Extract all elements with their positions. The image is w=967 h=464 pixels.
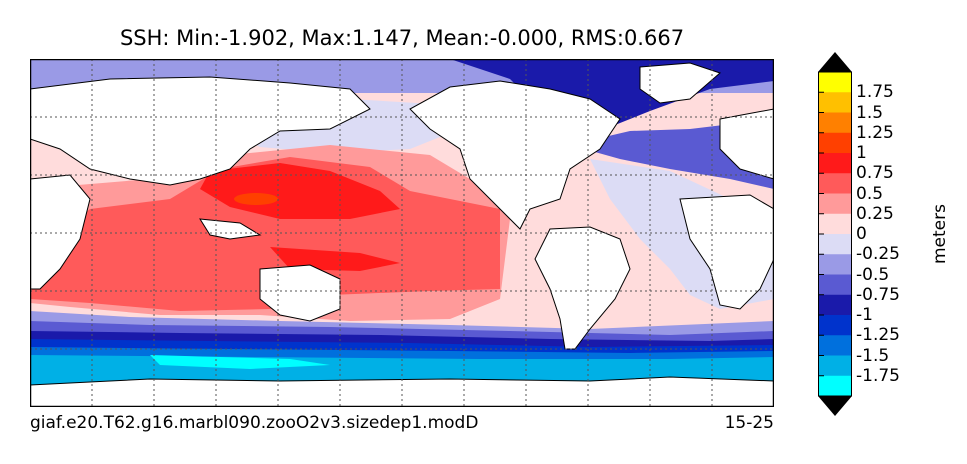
colorbar	[818, 52, 852, 416]
colorbar-top-arrow	[818, 52, 852, 72]
case-name: giaf.e20.T62.g16.marbl090.zooO2v3.sizede…	[30, 413, 479, 433]
colorbar-label: 0	[856, 224, 867, 244]
colorbar-swatch	[818, 335, 852, 356]
colorbar-swatch	[818, 132, 852, 154]
colorbar-label: -1.75	[856, 365, 900, 386]
acc-band-7	[150, 355, 330, 369]
graticule	[30, 59, 774, 407]
map-border	[30, 59, 774, 407]
colorbar-units: meters	[930, 204, 950, 264]
colorbar-swatch	[818, 153, 852, 174]
colorbar-swatch	[818, 173, 852, 194]
colorbar-swatch	[818, 375, 852, 397]
colorbar-swatch	[818, 92, 852, 113]
warm-core-south	[270, 247, 400, 271]
colorbar-label: -1.25	[856, 325, 900, 346]
warm-core-region	[200, 163, 400, 219]
colorbar-label: 1	[856, 143, 867, 163]
colorbar-label: -1	[856, 305, 873, 325]
colorbar-label: 0.25	[856, 203, 894, 224]
colorbar-swatch	[818, 274, 852, 296]
africa	[679, 194, 774, 310]
colorbar-label: 0.5	[856, 183, 884, 204]
colorbar-label: -0.25	[856, 244, 900, 265]
colorbar-swatch	[818, 112, 852, 134]
colorbar-swatch	[818, 193, 852, 215]
north-america	[409, 80, 621, 230]
colorbar-swatches	[818, 72, 852, 397]
colorbar-swatch	[818, 72, 852, 93]
greenland	[639, 62, 721, 104]
hot-spot	[234, 193, 278, 205]
colorbar-label: 1.5	[856, 102, 884, 123]
colorbar-swatch	[818, 294, 852, 316]
colorbar-swatch	[818, 254, 852, 275]
antarctica	[30, 376, 774, 407]
colorbar-swatch	[818, 234, 852, 255]
colorbar-swatch	[818, 355, 852, 377]
maritime-continent	[199, 218, 262, 240]
colorbar-bottom-arrow	[818, 396, 852, 416]
colorbar-swatch	[818, 213, 852, 235]
australia	[259, 264, 341, 322]
colorbar-label: -0.5	[856, 264, 890, 285]
map-title: SSH: Min:-1.902, Max:1.147, Mean:-0.000,…	[119, 26, 685, 50]
south-america	[534, 226, 631, 350]
colorbar-label: 0.75	[856, 163, 894, 184]
eurasia	[30, 76, 371, 186]
colorbar-label: 1.75	[856, 82, 894, 103]
colorbar-label: -0.75	[856, 284, 900, 305]
colorbar-label: 1.25	[856, 122, 894, 143]
ssh-map	[30, 59, 774, 407]
europe-east	[719, 108, 774, 180]
colorbar-border	[818, 71, 852, 397]
africa-west	[30, 174, 91, 290]
years-label: 15-25	[724, 413, 774, 433]
colorbar-swatch	[818, 315, 852, 336]
colorbar-label: -1.5	[856, 345, 890, 366]
